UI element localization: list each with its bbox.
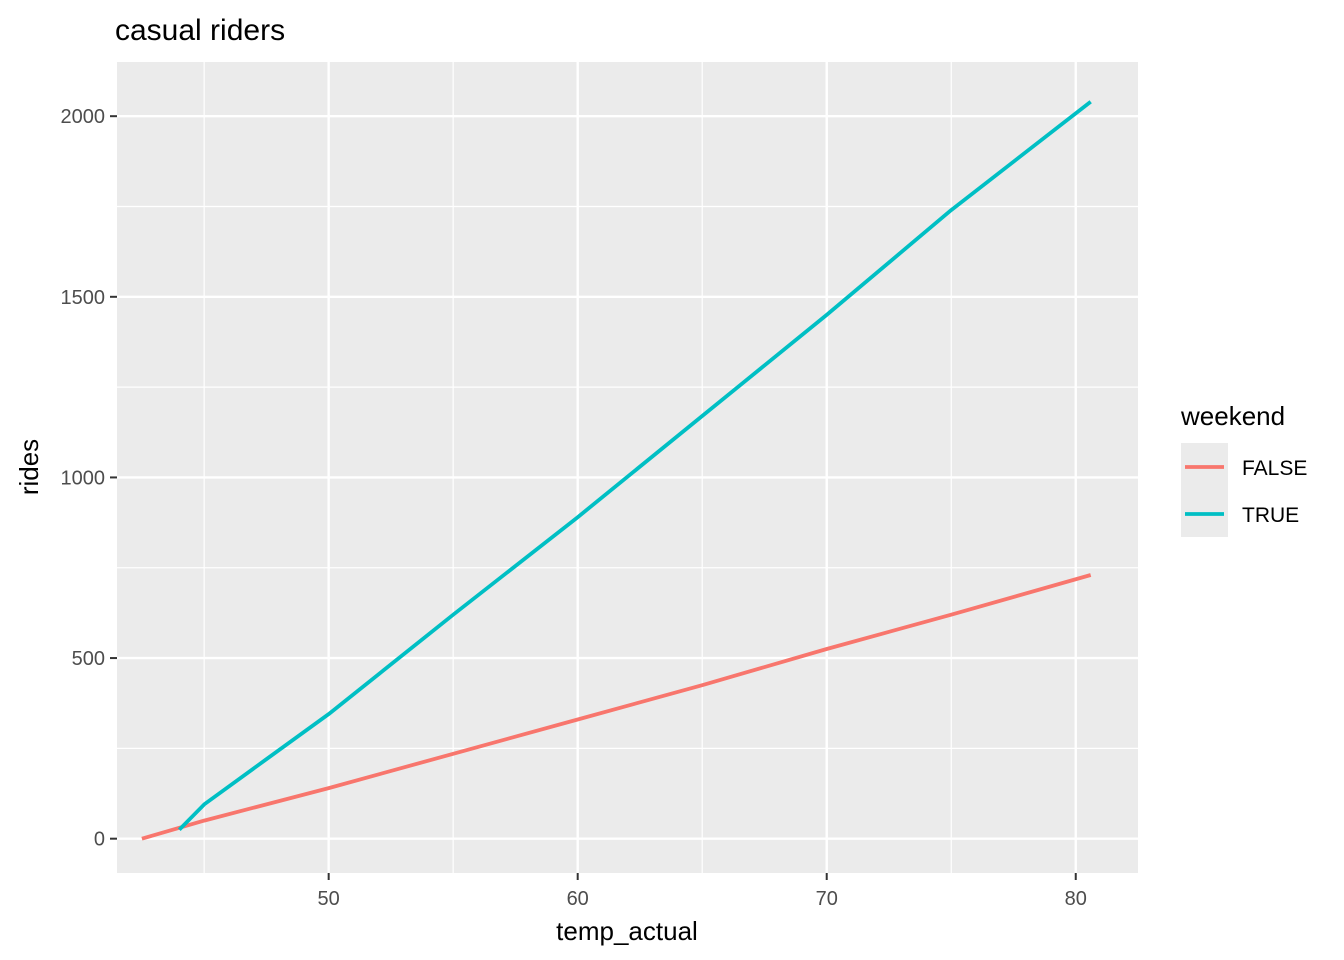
legend: weekend FALSE TRUE bbox=[1180, 401, 1307, 537]
x-axis-ticks: 50 60 70 80 bbox=[318, 873, 1087, 910]
series-layer bbox=[141, 100, 1092, 841]
x-axis-title: temp_actual bbox=[556, 916, 698, 946]
x-tick-label: 70 bbox=[816, 888, 838, 910]
legend-label-false: FALSE bbox=[1242, 457, 1307, 480]
x-tick-label: 60 bbox=[567, 888, 589, 910]
y-axis-ticks: 0 500 1000 1500 2000 bbox=[61, 106, 117, 851]
legend-items: FALSE TRUE bbox=[1181, 443, 1307, 537]
legend-label-true: TRUE bbox=[1242, 504, 1299, 527]
legend-title: weekend bbox=[1180, 401, 1285, 431]
y-tick-label: 1500 bbox=[61, 287, 106, 309]
y-tick-label: 2000 bbox=[61, 106, 106, 128]
y-tick-label: 500 bbox=[72, 648, 105, 670]
y-tick-label: 1000 bbox=[61, 467, 106, 489]
series-line-true bbox=[177, 100, 1092, 832]
x-tick-label: 80 bbox=[1065, 888, 1087, 910]
chart-title: casual riders bbox=[115, 14, 285, 47]
series-line-false bbox=[141, 573, 1092, 841]
y-tick-label: 0 bbox=[94, 829, 105, 851]
x-tick-label: 50 bbox=[318, 888, 340, 910]
y-axis-title: rides bbox=[14, 439, 44, 495]
minor-gridlines bbox=[117, 62, 1138, 873]
